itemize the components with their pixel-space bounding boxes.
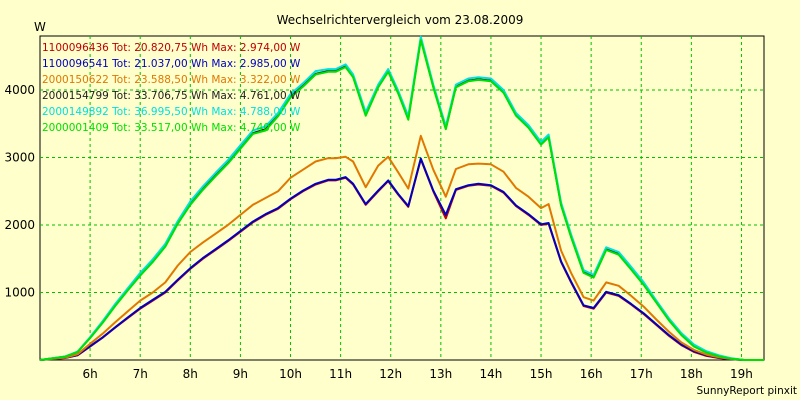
series-line-2000001409	[39, 39, 764, 361]
y-tick-label: 3000	[4, 151, 35, 165]
x-tick-label: 13h	[429, 367, 452, 381]
legend-entry-2000001409: 2000001409 Tot: 33.517,00 Wh Max: 4.740,…	[42, 122, 301, 134]
x-tick-label: 14h	[479, 367, 502, 381]
x-tick-label: 7h	[133, 367, 148, 381]
chart-title: Wechselrichtervergleich vom 23.08.2009	[277, 13, 524, 27]
x-tick-label: 11h	[329, 367, 352, 381]
x-tick-label: 8h	[183, 367, 198, 381]
series-line-2000150622	[39, 134, 764, 361]
legend-entry-2000150622: 2000150622 Tot: 23.588,50 Wh Max: 3.322,…	[42, 74, 301, 86]
footer-credit: SunnyReport pinxit	[697, 385, 797, 397]
legend: 1100096436 Tot: 20.820,75 Wh Max: 2.974,…	[42, 42, 301, 134]
x-tick-label: 16h	[580, 367, 603, 381]
x-tick-label: 6h	[82, 367, 97, 381]
x-tick-label: 15h	[530, 367, 553, 381]
legend-entry-2000154799: 2000154799 Tot: 33.706,75 Wh Max: 4.761,…	[42, 90, 301, 102]
x-tick-label: 17h	[630, 367, 653, 381]
series-line-1100096541	[39, 157, 764, 361]
grid	[40, 36, 764, 360]
series-group	[39, 35, 764, 361]
legend-entry-2000149892: 2000149892 Tot: 36.995,50 Wh Max: 4.788,…	[42, 106, 301, 118]
y-tick-label: 2000	[4, 218, 35, 232]
x-tick-label: 9h	[233, 367, 248, 381]
x-tick-label: 10h	[279, 367, 302, 381]
legend-entry-1100096541: 1100096541 Tot: 21.037,00 Wh Max: 2.985,…	[42, 58, 301, 70]
x-axis-ticks: 6h 7h 8h 9h 10h 11h 12h 13h 14h 15h 16h 17h 18h 19h	[82, 367, 752, 381]
y-tick-label: 4000	[4, 83, 35, 97]
x-tick-label: 18h	[680, 367, 703, 381]
y-tick-label: 1000	[4, 286, 35, 300]
legend-entry-1100096436: 1100096436 Tot: 20.820,75 Wh Max: 2.974,…	[42, 42, 301, 54]
x-tick-label: 19h	[730, 367, 753, 381]
x-tick-label: 12h	[379, 367, 402, 381]
y-axis-label: W	[34, 20, 46, 34]
y-axis-ticks: 1000 2000 3000 4000	[4, 83, 35, 300]
